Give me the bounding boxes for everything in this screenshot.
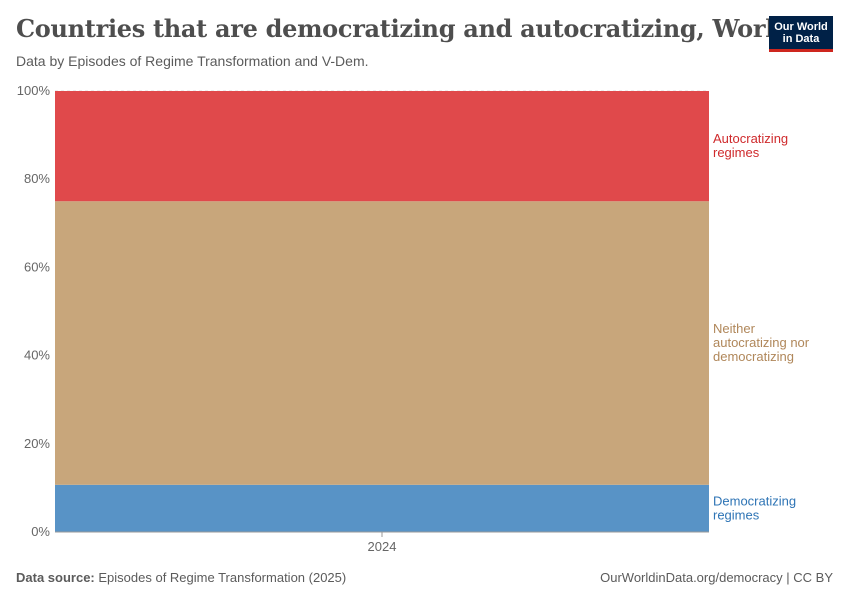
logo-line-1: Our World: [774, 21, 828, 33]
y-tick-label: 100%: [17, 83, 51, 98]
data-source-label: Data source:: [16, 570, 95, 585]
series-label-1: Democratizing regimes: [713, 493, 796, 522]
chart-subtitle: Data by Episodes of Regime Transformatio…: [16, 53, 369, 69]
data-source: Data source: Episodes of Regime Transfor…: [16, 570, 346, 585]
bar-segment-3: [55, 91, 709, 202]
footer-url[interactable]: OurWorldinData.org/democracy | CC BY: [600, 570, 833, 585]
data-source-value: Episodes of Regime Transformation (2025): [98, 570, 347, 585]
y-tick-label: 40%: [24, 348, 50, 363]
chart-title: Countries that are democratizing and aut…: [16, 14, 791, 43]
logo-line-2: in Data: [782, 33, 820, 45]
y-tick-label: 0%: [31, 524, 50, 539]
series-label-3: Autocratizing regimes: [713, 131, 788, 160]
x-tick-label: 2024: [368, 539, 397, 554]
series-label-2: Neither autocratizing nor democratizing: [713, 321, 810, 364]
y-tick-label: 80%: [24, 171, 50, 186]
bar-segment-2: [55, 201, 709, 485]
y-tick-label: 60%: [24, 259, 50, 274]
y-tick-label: 20%: [24, 436, 50, 451]
bar-segment-1: [55, 484, 709, 532]
owid-logo[interactable]: Our World in Data: [769, 16, 833, 52]
